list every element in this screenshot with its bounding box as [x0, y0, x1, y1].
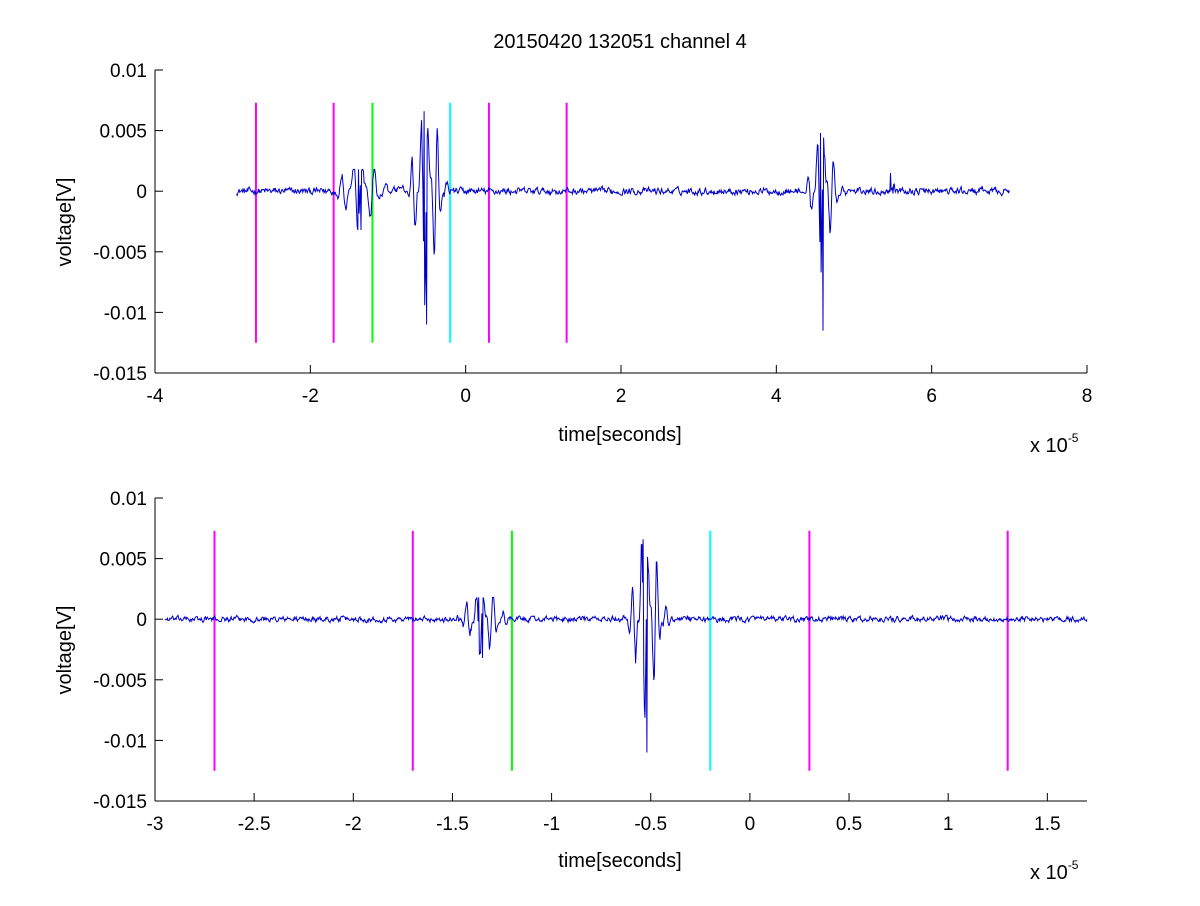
y-axis-label-top: voltage[V]	[54, 178, 76, 267]
x-tick-label-top-1: -2	[302, 386, 319, 407]
marker-lines-top	[254, 102, 568, 343]
signal-trace-bottom	[164, 539, 1088, 753]
x-tick-label-bottom-9: 1.5	[1034, 814, 1060, 835]
y-tick-label-bottom-3: 0	[136, 610, 147, 631]
x-tick-label-top-0: -4	[147, 386, 164, 407]
x-tick-label-bottom-0: -3	[147, 814, 164, 835]
y-tick-label-bottom-1: -0.01	[104, 731, 147, 752]
x-axis-label-bottom: time[seconds]	[558, 850, 681, 872]
y-tick-label-top-5: 0.01	[110, 61, 147, 82]
x-tick-label-bottom-5: -0.5	[634, 814, 667, 835]
x-tick-label-top-5: 6	[926, 386, 937, 407]
axes-top: -4 -2 0 2 4 6 8 -0.015 -0.01 -0.005 0 0.005 0.01 tim…	[54, 61, 1092, 457]
x-tick-label-top-2: 0	[460, 386, 471, 407]
x-tick-label-top-4: 4	[771, 386, 782, 407]
axis-frame-top	[154, 70, 1087, 374]
x-exponent-bottom: x 10-5	[1030, 858, 1079, 884]
x-tick-label-bottom-2: -2	[345, 814, 362, 835]
y-tick-label-bottom-0: -0.015	[93, 792, 147, 813]
y-axis-label-bottom: voltage[V]	[54, 606, 76, 695]
ticks-top: -4 -2 0 2 4 6 8 -0.015 -0.01 -0.005 0 0.005 0.01	[93, 61, 1092, 407]
y-tick-label-top-1: -0.01	[104, 303, 147, 324]
signal-line-bottom	[164, 539, 1088, 753]
x-tick-label-bottom-6: 0	[745, 814, 756, 835]
x-tick-label-top-3: 2	[616, 386, 627, 407]
axis-frame-bottom	[154, 498, 1087, 802]
y-tick-label-bottom-5: 0.01	[110, 489, 147, 510]
x-tick-label-bottom-7: 0.5	[836, 814, 862, 835]
ticks-bottom: -3 -2.5 -2 -1.5 -1 -0.5 0 0.5 1 1.5 -0.015 -0.01 -0.…	[93, 489, 1060, 835]
marker-lines-bottom	[213, 530, 1009, 771]
x-tick-label-bottom-3: -1.5	[436, 814, 469, 835]
x-tick-label-bottom-1: -2.5	[238, 814, 271, 835]
y-tick-label-top-3: 0	[136, 182, 147, 203]
y-tick-label-bottom-4: 0.005	[99, 550, 147, 571]
x-axis-label-top: time[seconds]	[558, 424, 681, 446]
chart-title: 20150420 132051 channel 4	[493, 31, 747, 53]
x-tick-label-top-6: 8	[1082, 386, 1093, 407]
axes-bottom: -3 -2.5 -2 -1.5 -1 -0.5 0 0.5 1 1.5 -0.015 -0.01 -0.…	[54, 489, 1088, 884]
signal-trace-top	[236, 111, 1010, 331]
y-tick-label-bottom-2: -0.005	[93, 671, 147, 692]
y-tick-label-top-0: -0.015	[93, 364, 147, 385]
x-tick-label-bottom-8: 1	[943, 814, 954, 835]
y-tick-label-top-4: 0.005	[99, 122, 147, 143]
y-tick-label-top-2: -0.005	[93, 243, 147, 264]
x-tick-label-bottom-4: -1	[543, 814, 560, 835]
signal-line-top	[236, 111, 1010, 331]
x-exponent-top: x 10-5	[1030, 431, 1079, 457]
